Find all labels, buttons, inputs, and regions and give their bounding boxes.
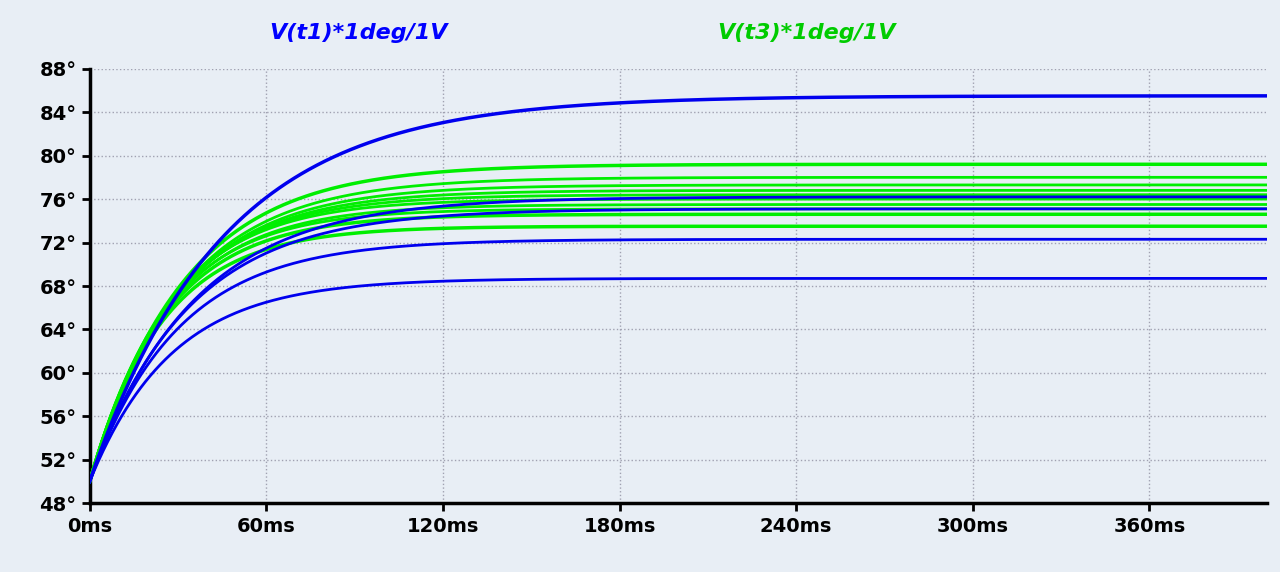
Text: V(t3)*1deg/1V: V(t3)*1deg/1V <box>717 23 896 43</box>
Text: V(t1)*1deg/1V: V(t1)*1deg/1V <box>269 23 448 43</box>
